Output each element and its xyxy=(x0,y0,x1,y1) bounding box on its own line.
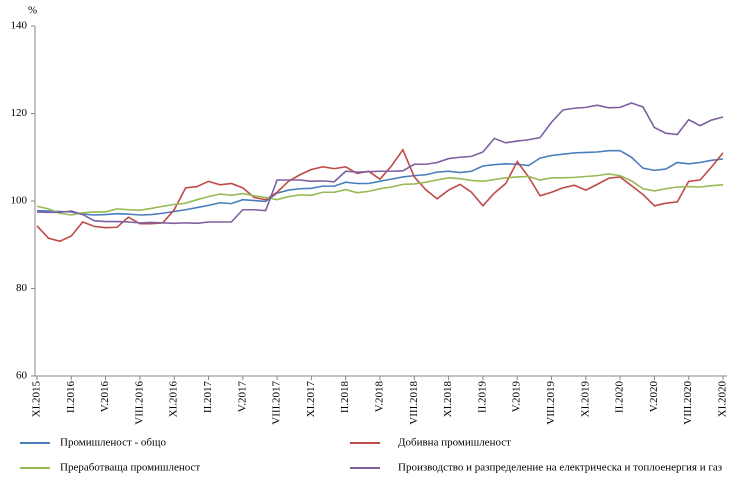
x-tick-label: V.2017 xyxy=(236,381,248,413)
x-tick-label: XI.2016 xyxy=(168,381,180,418)
x-tick-label: V.2016 xyxy=(99,381,111,413)
y-tick-label: 60 xyxy=(16,370,28,382)
x-tick-label: VIII.2020 xyxy=(682,381,694,425)
x-tick-label: II.2016 xyxy=(65,381,77,414)
x-tick-label: XI.2015 xyxy=(31,381,43,418)
data-line xyxy=(36,149,724,216)
x-tick-label: VIII.2017 xyxy=(271,381,283,425)
x-tick-label: V.2018 xyxy=(374,381,386,413)
x-tick-label: II.2019 xyxy=(476,381,488,414)
data-line xyxy=(36,102,724,225)
legend-label: Промишленост - общо xyxy=(60,437,167,449)
x-tick-label: II.2020 xyxy=(614,381,626,414)
x-tick-label: XI.2018 xyxy=(442,381,454,418)
data-line xyxy=(36,148,724,243)
legend-label: Добивна промишленост xyxy=(398,437,511,449)
y-tick-label: 100 xyxy=(11,195,28,207)
y-tick-label: 120 xyxy=(11,107,28,119)
x-tick-label: VIII.2019 xyxy=(545,381,557,425)
legend-label: Производство и разпределение на електрич… xyxy=(398,462,722,474)
y-tick-label: 140 xyxy=(11,20,28,32)
x-tick-label: XI.2019 xyxy=(579,381,591,418)
x-tick-label: II.2018 xyxy=(339,381,351,414)
y-tick-label: 80 xyxy=(16,282,28,294)
x-tick-label: XI.2017 xyxy=(305,381,317,418)
data-line xyxy=(36,173,724,216)
x-tick-label: V.2020 xyxy=(648,381,660,413)
legend-label: Преработваща промишленост xyxy=(60,462,200,474)
x-tick-label: V.2019 xyxy=(511,381,523,413)
x-tick-label: II.2017 xyxy=(202,381,214,414)
x-tick-label: XI.2020 xyxy=(717,381,729,418)
y-unit: % xyxy=(28,5,37,17)
x-tick-label: VIII.2016 xyxy=(133,381,145,425)
x-tick-label: VIII.2018 xyxy=(408,381,420,425)
